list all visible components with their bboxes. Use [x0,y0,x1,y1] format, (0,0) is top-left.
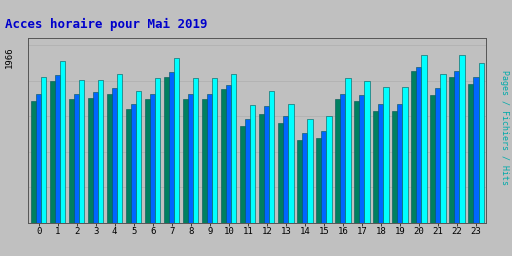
Bar [346,78,351,223]
Bar [321,131,326,223]
Bar [60,61,66,223]
Bar [55,75,60,223]
Bar [245,119,250,223]
Bar [474,77,479,223]
Bar [155,78,160,223]
Bar [202,99,207,223]
Bar [378,104,383,223]
Bar [164,77,169,223]
Bar [440,74,445,223]
Bar [36,94,41,223]
Bar [288,104,293,223]
Bar [112,88,117,223]
Bar [93,92,98,223]
Bar [326,116,332,223]
Bar [226,85,231,223]
Text: Pages / Fichiers / Hits: Pages / Fichiers / Hits [500,70,509,186]
Bar [174,58,179,223]
Bar [88,98,93,223]
Bar [207,94,212,223]
Bar [435,88,440,223]
Bar [150,94,155,223]
Bar [221,89,226,223]
Bar [98,80,103,223]
Bar [183,99,188,223]
Bar [365,81,370,223]
Bar [307,119,312,223]
Bar [421,55,426,223]
Bar [136,91,141,223]
Bar [69,99,74,223]
Bar [131,104,136,223]
Bar [259,114,264,223]
Bar [240,126,245,223]
Bar [250,105,255,223]
Bar [117,74,122,223]
Bar [212,78,218,223]
Bar [41,77,46,223]
Bar [383,87,389,223]
Bar [283,116,288,223]
Bar [430,95,435,223]
Bar [79,80,84,223]
Bar [231,74,237,223]
Bar [411,71,416,223]
Bar [269,91,274,223]
Bar [302,133,307,223]
Bar [397,104,402,223]
Text: Acces horaire pour Mai 2019: Acces horaire pour Mai 2019 [5,18,208,31]
Bar [188,94,194,223]
Bar [194,78,199,223]
Text: 1966: 1966 [5,46,14,68]
Bar [449,77,454,223]
Bar [169,72,174,223]
Bar [459,55,464,223]
Bar [402,87,408,223]
Bar [126,109,131,223]
Bar [354,101,359,223]
Bar [340,94,346,223]
Bar [264,106,269,223]
Bar [416,67,421,223]
Bar [454,71,459,223]
Bar [50,81,55,223]
Bar [107,94,112,223]
Bar [479,62,484,223]
Bar [335,99,340,223]
Bar [359,95,365,223]
Bar [31,101,36,223]
Bar [392,111,397,223]
Bar [468,84,474,223]
Bar [316,138,321,223]
Bar [297,141,302,223]
Bar [74,94,79,223]
Bar [278,123,283,223]
Bar [373,111,378,223]
Bar [145,99,150,223]
